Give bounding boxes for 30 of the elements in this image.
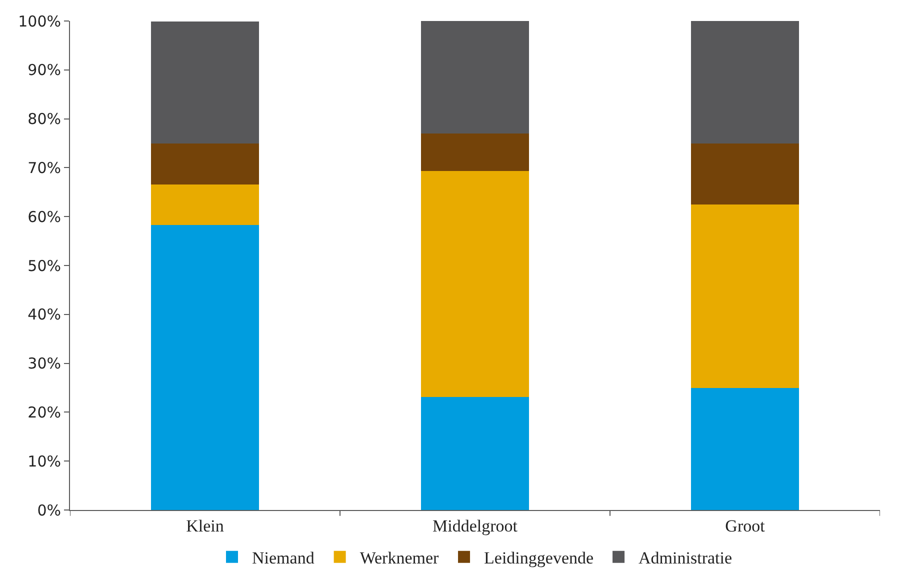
legend-label: Werknemer xyxy=(360,548,440,568)
legend-label: Administratie xyxy=(638,548,732,568)
y-tick-label: 40% xyxy=(28,306,61,324)
bar xyxy=(151,21,259,144)
bar xyxy=(151,224,259,510)
y-tick-label: 20% xyxy=(28,403,61,422)
legend-label: Leidinggevende xyxy=(484,548,594,568)
x-tick-label: Groot xyxy=(725,516,766,536)
y-tick-label: 30% xyxy=(28,354,61,373)
y-tick-label: 90% xyxy=(28,61,61,80)
bar xyxy=(421,133,529,172)
y-tick-label: 70% xyxy=(28,158,61,177)
bar xyxy=(691,388,799,510)
y-tick-label: 10% xyxy=(28,452,61,470)
bar xyxy=(691,143,799,204)
y-tick-label: 100% xyxy=(18,12,61,30)
bar xyxy=(421,21,529,134)
bar xyxy=(421,397,529,510)
legend-label: Niemand xyxy=(252,548,315,568)
y-tick-label: 0% xyxy=(37,501,61,520)
y-tick-label: 60% xyxy=(28,208,61,226)
bar xyxy=(151,144,259,184)
x-tick-label: Middelgroot xyxy=(432,516,518,536)
bar xyxy=(691,21,799,144)
bar xyxy=(151,184,259,225)
x-tick-label: Klein xyxy=(186,516,224,536)
bar xyxy=(691,204,799,388)
y-tick-label: 80% xyxy=(28,110,61,128)
bar xyxy=(421,171,529,398)
y-tick-label: 50% xyxy=(28,256,61,275)
